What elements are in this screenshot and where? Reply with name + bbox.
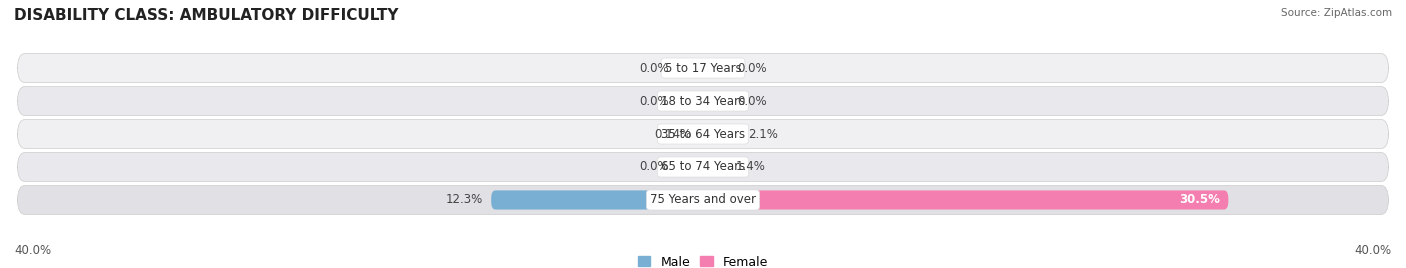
Text: DISABILITY CLASS: AMBULATORY DIFFICULTY: DISABILITY CLASS: AMBULATORY DIFFICULTY [14, 8, 398, 23]
Text: 2.1%: 2.1% [748, 128, 778, 140]
Text: 0.0%: 0.0% [738, 62, 768, 75]
FancyBboxPatch shape [703, 124, 740, 144]
Text: 0.0%: 0.0% [638, 62, 669, 75]
FancyBboxPatch shape [17, 120, 1389, 148]
Text: 40.0%: 40.0% [14, 244, 51, 257]
FancyBboxPatch shape [703, 190, 1229, 210]
Text: Source: ZipAtlas.com: Source: ZipAtlas.com [1281, 8, 1392, 18]
Text: 18 to 34 Years: 18 to 34 Years [661, 95, 745, 107]
FancyBboxPatch shape [678, 91, 703, 111]
FancyBboxPatch shape [678, 58, 703, 78]
FancyBboxPatch shape [703, 91, 728, 111]
Text: 0.0%: 0.0% [638, 95, 669, 107]
FancyBboxPatch shape [703, 157, 727, 177]
Text: 35 to 64 Years: 35 to 64 Years [661, 128, 745, 140]
FancyBboxPatch shape [699, 124, 704, 144]
Legend: Male, Female: Male, Female [633, 251, 773, 268]
FancyBboxPatch shape [678, 157, 703, 177]
Text: 0.0%: 0.0% [638, 161, 669, 173]
Text: 40.0%: 40.0% [1355, 244, 1392, 257]
Text: 5 to 17 Years: 5 to 17 Years [665, 62, 741, 75]
Text: 30.5%: 30.5% [1178, 193, 1219, 206]
Text: 65 to 74 Years: 65 to 74 Years [661, 161, 745, 173]
FancyBboxPatch shape [17, 152, 1389, 181]
FancyBboxPatch shape [17, 54, 1389, 83]
Text: 75 Years and over: 75 Years and over [650, 193, 756, 206]
FancyBboxPatch shape [703, 58, 728, 78]
FancyBboxPatch shape [17, 185, 1389, 214]
Text: 12.3%: 12.3% [446, 193, 482, 206]
FancyBboxPatch shape [17, 87, 1389, 116]
Text: 0.14%: 0.14% [655, 128, 692, 140]
Text: 1.4%: 1.4% [735, 161, 766, 173]
FancyBboxPatch shape [491, 190, 703, 210]
Text: 0.0%: 0.0% [738, 95, 768, 107]
